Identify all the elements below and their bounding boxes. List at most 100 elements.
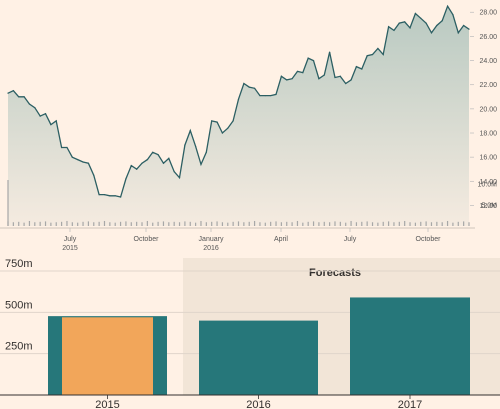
volume-bar-81: [441, 222, 443, 226]
price-point-73: [398, 22, 400, 24]
volume-bar-29: [162, 221, 165, 226]
price-point-60: [329, 51, 331, 53]
x-tick-label-2: 2017: [398, 399, 422, 409]
x-tick-label-3: April: [274, 236, 288, 243]
volume-bar-80: [436, 221, 438, 226]
x-tick-label-1: 2016: [246, 399, 270, 409]
price-point-11: [66, 146, 68, 149]
volume-bar-6: [39, 221, 41, 226]
price-point-69: [377, 47, 379, 50]
price-point-52: [286, 79, 288, 81]
y-tick-label-6: 16.00: [479, 155, 497, 162]
price-point-66: [361, 68, 363, 70]
volume-bar-71: [387, 221, 390, 226]
price-point-83: [452, 14, 454, 16]
y-tick-label-7: 14.00: [479, 179, 497, 186]
bar-2017: [350, 297, 470, 395]
price-point-47: [259, 94, 261, 97]
volume-bar-77: [420, 221, 422, 226]
price-point-59: [323, 74, 325, 76]
y-tick-label-4: 20.00: [479, 106, 497, 113]
volume-bar-70: [382, 221, 384, 226]
price-point-63: [345, 82, 347, 85]
volume-bar-67: [366, 221, 368, 226]
volume-bar-56: [307, 221, 309, 226]
volume-bar-33: [184, 221, 186, 226]
price-point-48: [264, 94, 266, 97]
volume-bar-62: [339, 221, 341, 226]
volume-bar-30: [168, 222, 170, 226]
y-tick-label-1: 26.00: [479, 34, 497, 41]
x-tick-label-2: January: [199, 236, 224, 243]
price-point-8: [50, 123, 52, 126]
price-point-37: [205, 151, 207, 153]
volume-bar-14: [82, 221, 84, 226]
y-tick-label-2: 250m: [5, 341, 33, 353]
price-point-2: [18, 96, 20, 98]
volume-bar-79: [430, 222, 433, 226]
price-point-84: [457, 32, 459, 34]
volume-bar-5: [34, 222, 36, 226]
price-point-32: [178, 177, 181, 179]
volume-tick-label-0: 10.0M: [478, 182, 498, 189]
volume-bar-84: [457, 221, 459, 226]
y-tick-label-5: 18.00: [479, 131, 497, 138]
price-point-41: [227, 127, 229, 129]
price-point-23: [130, 165, 132, 167]
volume-bar-10: [61, 221, 63, 226]
price-point-65: [355, 65, 358, 68]
volume-bar-51: [280, 222, 282, 226]
y-tick-label-3: 22.00: [479, 82, 497, 89]
price-point-49: [270, 94, 272, 97]
volume-bar-7: [44, 221, 47, 226]
price-point-10: [61, 146, 63, 149]
volume-bar-37: [205, 222, 207, 226]
price-point-79: [430, 32, 433, 34]
price-point-42: [232, 120, 234, 122]
price-point-9: [55, 120, 57, 122]
y-tick-label-0: 28.00: [479, 10, 497, 17]
volume-bar-44: [243, 222, 245, 226]
volume-bar-54: [296, 220, 299, 226]
volume-bar-1: [12, 222, 14, 226]
price-point-25: [141, 162, 143, 164]
price-point-35: [195, 145, 197, 147]
volume-bar-40: [221, 222, 224, 226]
price-point-15: [87, 162, 90, 164]
volume-bar-65: [355, 222, 358, 226]
x-tick-label-0: 2015: [95, 399, 119, 409]
price-point-57: [312, 59, 315, 62]
price-point-22: [125, 178, 127, 180]
price-point-20: [114, 195, 116, 197]
volume-bar-26: [146, 220, 148, 226]
volume-bar-85: [463, 221, 465, 226]
price-point-30: [168, 157, 170, 159]
x-tick-label-5: October: [416, 236, 442, 243]
price-point-80: [436, 24, 438, 27]
price-point-76: [414, 12, 416, 15]
price-point-81: [441, 20, 443, 22]
volume-bar-69: [377, 222, 379, 226]
volume-bar-78: [425, 221, 427, 226]
price-point-78: [425, 22, 427, 24]
x-tick-label-4: July: [344, 236, 357, 243]
price-point-50: [275, 93, 277, 95]
price-point-16: [93, 174, 95, 176]
volume-bar-20: [114, 222, 116, 226]
price-point-74: [404, 21, 406, 23]
volume-bar-73: [398, 221, 400, 226]
price-point-62: [339, 75, 341, 77]
volume-bar-19: [109, 222, 111, 226]
volume-bar-66: [361, 221, 363, 226]
volume-bar-49: [270, 221, 272, 226]
price-point-34: [189, 129, 191, 132]
volume-bar-64: [350, 220, 352, 226]
volume-bar-31: [173, 221, 175, 226]
volume-bar-22: [125, 221, 127, 226]
volume-bar-50: [275, 221, 277, 226]
price-point-61: [334, 76, 336, 79]
x-tick-year-2: 2016: [203, 245, 219, 252]
price-point-45: [248, 86, 250, 88]
price-point-56: [307, 57, 309, 59]
volume-bar-18: [103, 220, 106, 226]
